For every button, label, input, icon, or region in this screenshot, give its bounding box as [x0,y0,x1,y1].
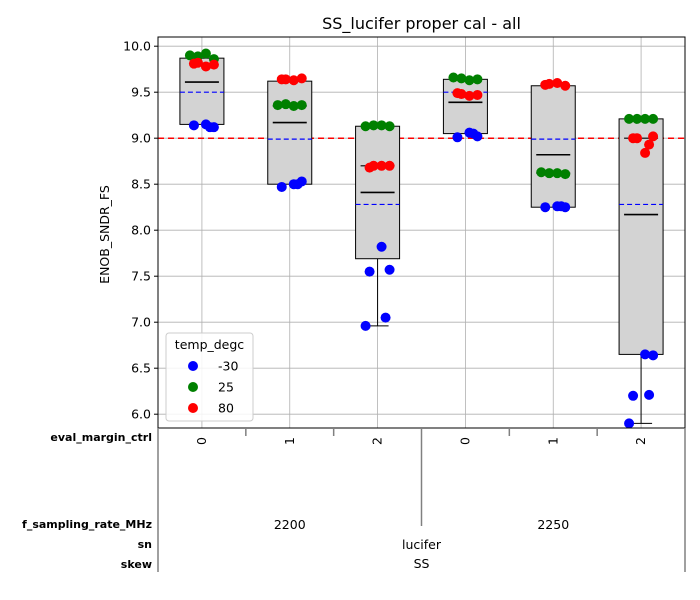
data-point-80 [560,80,571,91]
data-point-80 [552,78,563,88]
data-point-80 [296,73,307,84]
data-point-25 [184,50,195,61]
data-point--30 [380,312,391,323]
eval-margin-level-label: 1 [282,437,297,445]
data-point-25 [640,113,651,124]
data-point-25 [280,99,291,110]
data-point--30 [644,389,655,400]
sampling-rate-label: 2250 [537,517,569,532]
data-point-80 [384,160,395,171]
legend-marker-80 [188,403,198,413]
data-point-25 [472,74,483,85]
data-point--30 [188,120,199,131]
y-axis-label: ENOB_SNDR_FS [97,185,112,284]
data-point--30 [384,264,395,275]
data-point-25 [632,113,643,124]
data-point-25 [368,120,379,131]
y-tick-label: 8.5 [131,177,151,192]
data-point-80 [640,147,651,158]
factor-name-skew: skew [121,558,152,571]
eval-margin-level-label: 1 [545,437,560,445]
data-point-80 [208,59,219,70]
data-point--30 [452,132,463,143]
data-point-25 [560,169,571,180]
data-point-80 [288,75,299,86]
data-point-80 [452,88,463,99]
data-point--30 [276,181,287,192]
data-point--30 [204,122,215,133]
data-point--30 [628,390,639,401]
legend-label: -30 [218,359,238,374]
factor-name-eval_margin_ctrl: eval_margin_ctrl [50,431,152,444]
data-point-80 [276,74,287,85]
data-point-25 [648,113,659,124]
box [442,78,488,135]
y-tick-label: 7.0 [131,315,151,330]
eval-margin-level-label: 0 [457,437,472,445]
sampling-rate-label: 2200 [274,517,306,532]
eval-margin-level-label: 2 [633,437,648,445]
y-tick-label: 10.0 [123,39,151,54]
data-point-25 [536,167,547,178]
data-point--30 [556,201,567,212]
data-point-80 [364,162,375,173]
data-point--30 [624,418,635,429]
data-point-25 [200,48,211,59]
eval-margin-level-label: 2 [370,437,385,445]
data-point--30 [468,128,479,139]
data-point-80 [644,139,655,150]
data-point-25 [296,100,307,111]
data-point-80 [188,58,199,69]
y-tick-label: 6.0 [131,407,151,422]
box [530,85,576,208]
legend-label: 80 [218,401,234,416]
data-point-25 [624,113,635,124]
legend-marker--30 [188,361,198,371]
box [267,80,313,185]
legend-marker-25 [188,382,198,392]
legend-box [165,332,254,422]
y-tick-label: 8.0 [131,223,151,238]
data-point-80 [200,61,211,72]
y-tick-label: 9.5 [131,85,151,100]
data-point-25 [288,101,299,111]
data-point--30 [364,266,375,277]
eval-margin-level-label: 0 [194,437,209,445]
factor-name-sn: sn [138,538,152,551]
y-tick-label: 9.0 [131,131,151,146]
data-point-80 [628,133,639,144]
legend-label: 25 [218,380,234,395]
data-point--30 [640,349,651,360]
data-point-80 [472,89,483,100]
y-tick-label: 6.5 [131,361,151,376]
data-point-80 [540,79,551,90]
data-point--30 [292,179,303,190]
data-point--30 [540,202,551,213]
y-tick-label: 7.5 [131,269,151,284]
data-point-25 [272,100,283,111]
skew-label: SS [414,556,430,571]
data-point--30 [648,350,659,361]
chart-title: SS_lucifer proper cal - all [322,14,521,34]
data-point-80 [376,160,387,171]
box [618,118,664,355]
data-point-80 [648,131,659,142]
data-point-25 [376,120,387,131]
factor-name-f_sampling_rate_MHz: f_sampling_rate_MHz [22,518,152,531]
data-point-25 [448,72,459,83]
data-point-25 [544,168,555,179]
data-point--30 [376,241,387,252]
data-point--30 [360,320,371,331]
data-point-25 [456,73,467,84]
data-point-80 [464,90,475,101]
data-point-25 [464,75,475,86]
data-point-25 [360,121,371,132]
data-point-25 [384,121,395,132]
data-point-25 [552,168,563,179]
sn-label: lucifer [402,537,442,552]
legend-title: temp_degc [175,337,245,352]
